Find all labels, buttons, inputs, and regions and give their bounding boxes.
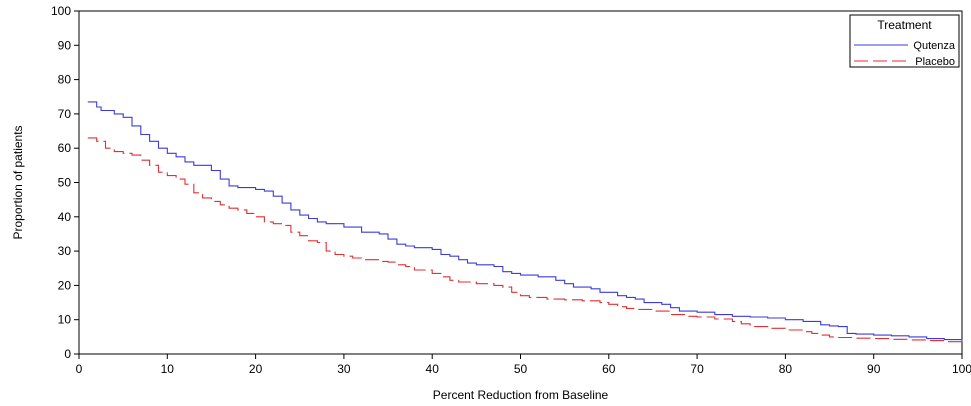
- y-tick-label: 70: [58, 107, 72, 121]
- x-tick-label: 0: [76, 362, 83, 376]
- x-tick-label: 80: [779, 362, 793, 376]
- y-tick-label: 50: [58, 176, 72, 190]
- y-tick-label: 100: [51, 4, 71, 18]
- y-axis-ticks: 0 10 20 30 40 50 60 70 80 90 100: [51, 4, 79, 361]
- legend-title: Treatment: [877, 18, 932, 32]
- x-tick-label: 50: [514, 362, 528, 376]
- x-tick-label: 70: [690, 362, 704, 376]
- legend-entries: Qutenza Placebo: [854, 40, 956, 68]
- series-line-qutenza: [87, 101, 963, 341]
- series-line-placebo: [87, 137, 963, 343]
- y-tick-label: 20: [58, 278, 72, 292]
- x-tick-label: 90: [867, 362, 881, 376]
- y-tick-label: 0: [64, 347, 71, 361]
- x-tick-label: 10: [161, 362, 175, 376]
- plot-frame: [78, 10, 963, 355]
- x-tick-label: 40: [426, 362, 440, 376]
- legend-box: [849, 14, 960, 68]
- x-tick-label: 100: [952, 362, 971, 376]
- y-tick-label: 10: [58, 313, 72, 327]
- y-tick-label: 80: [58, 73, 72, 87]
- x-tick-label: 30: [337, 362, 351, 376]
- y-tick-label: 30: [58, 244, 72, 258]
- y-axis-label: Proportion of patients: [11, 125, 25, 239]
- x-axis-ticks: 0 10 20 30 40 50 60 70 80 90 100: [76, 354, 971, 376]
- legend-label-placebo: Placebo: [915, 56, 955, 68]
- series-layer: [87, 101, 963, 343]
- legend: Treatment Qutenza Placebo: [849, 14, 960, 68]
- y-tick-label: 60: [58, 141, 72, 155]
- legend-label-qutenza: Qutenza: [913, 40, 955, 52]
- y-tick-label: 90: [58, 38, 72, 52]
- x-tick-label: 20: [249, 362, 263, 376]
- x-axis-label: Percent Reduction from Baseline: [433, 388, 609, 402]
- y-tick-label: 40: [58, 210, 72, 224]
- x-tick-label: 60: [602, 362, 616, 376]
